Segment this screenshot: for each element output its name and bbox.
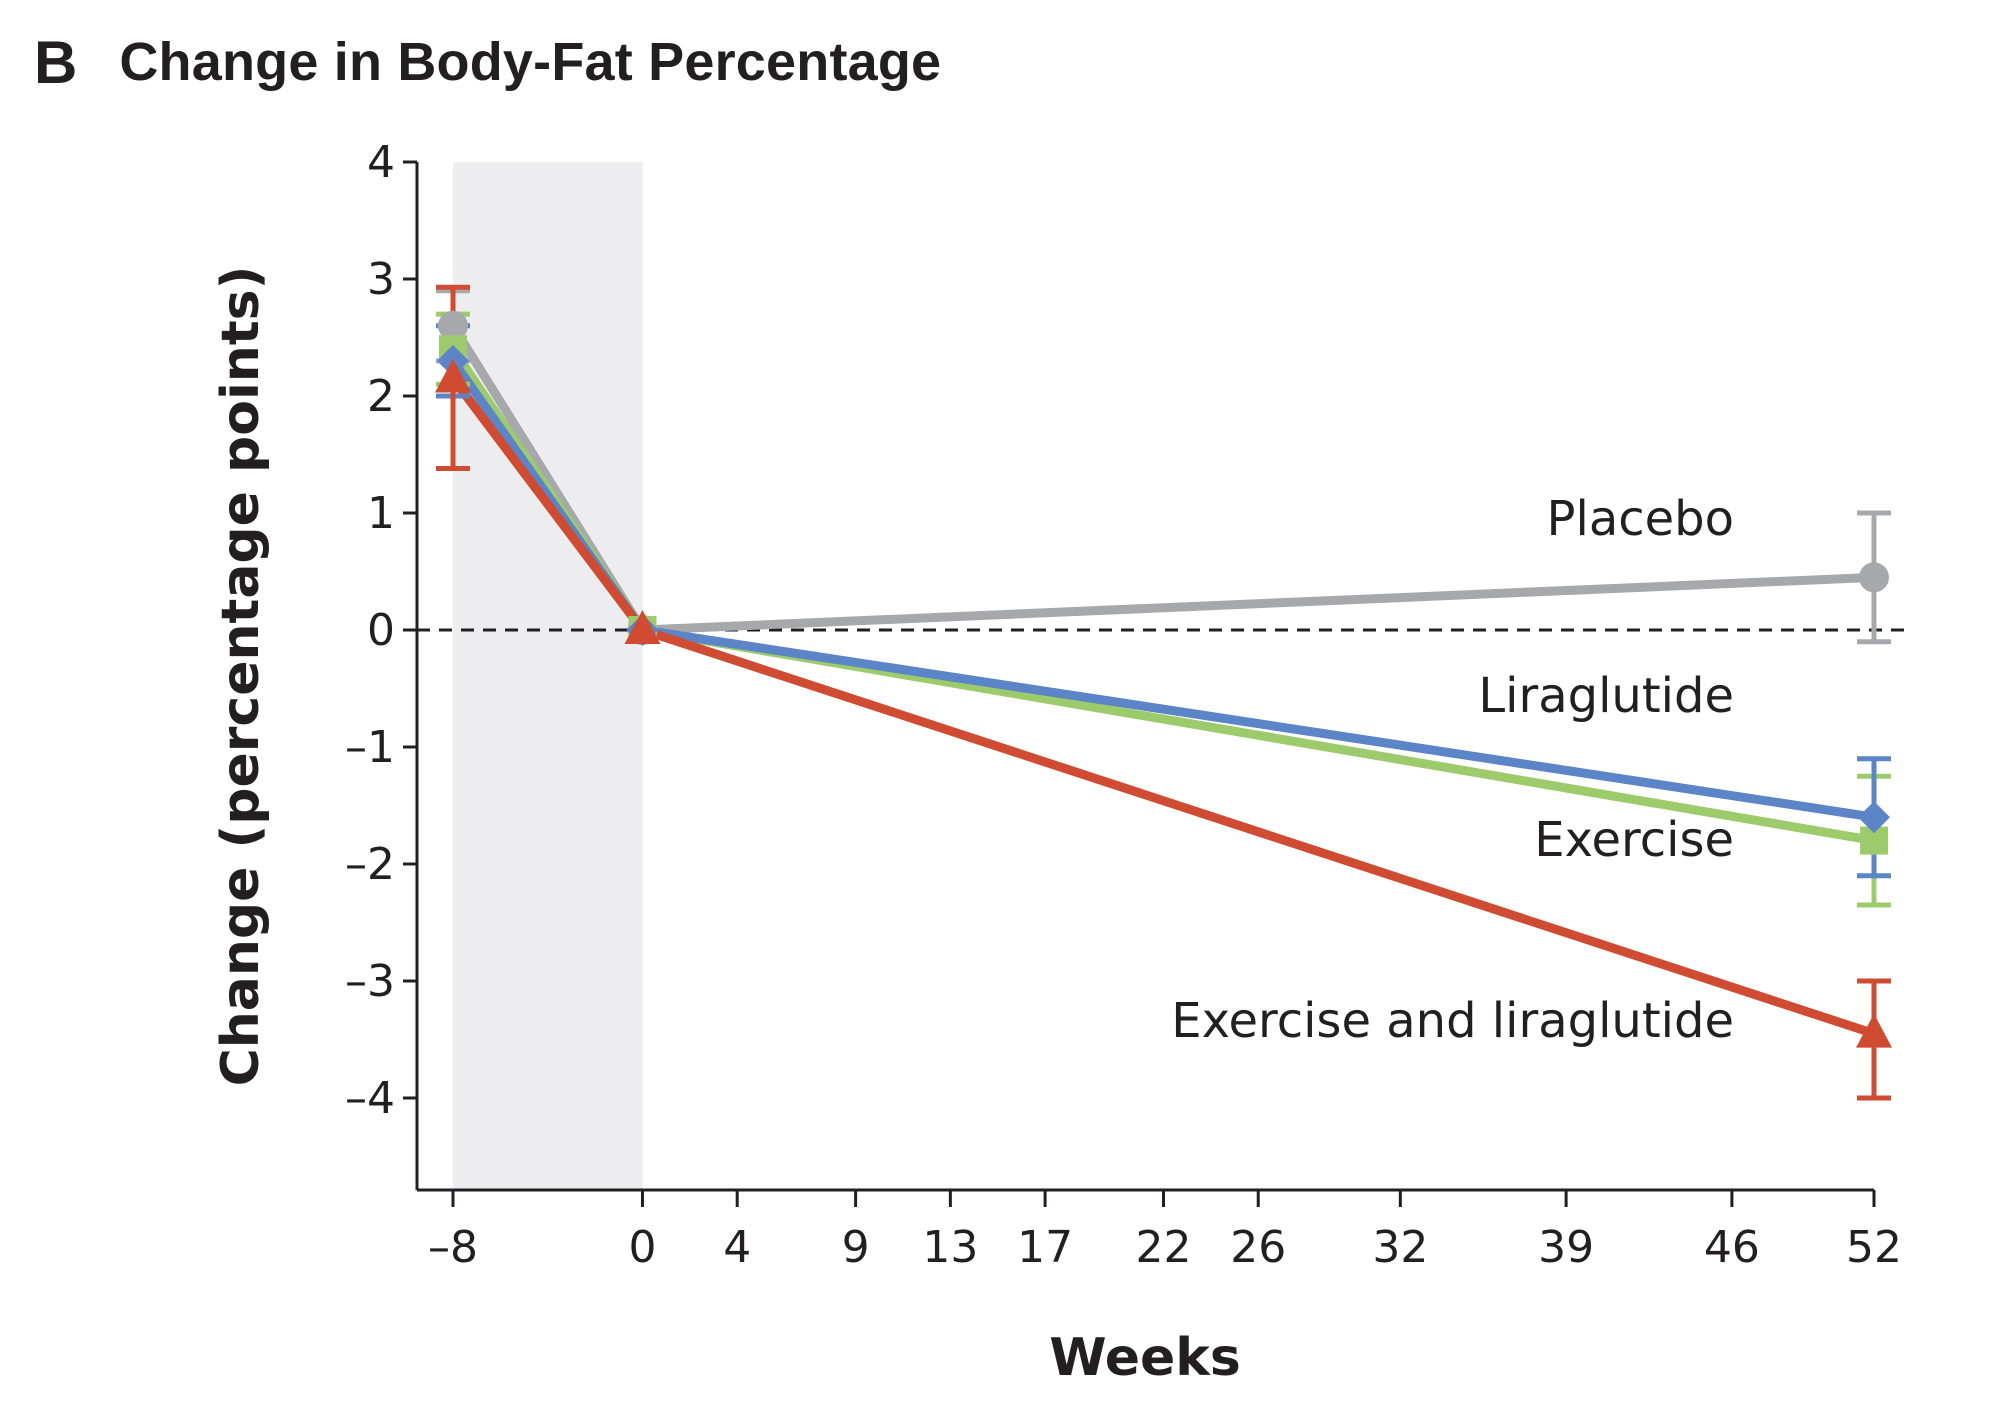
y-tick-label: –2 (345, 839, 395, 890)
series-line (448, 321, 1879, 635)
y-tick-label: 4 (367, 137, 395, 188)
exercise-and-liraglutide-label: Exercise and liraglutide (1171, 993, 1734, 1049)
combination-point (624, 610, 661, 644)
x-tick-label: 13 (922, 1222, 978, 1273)
x-tick-label: 26 (1230, 1222, 1286, 1273)
x-tick-label: 4 (723, 1222, 751, 1273)
y-tick-label: –3 (345, 956, 395, 1007)
y-tick-label: 2 (367, 371, 395, 422)
y-tick-label: 3 (367, 254, 395, 305)
liraglutide-label: Liraglutide (1478, 668, 1734, 724)
y-tick-label: 0 (367, 605, 395, 656)
x-tick-label: 52 (1846, 1222, 1902, 1273)
shaded-run-in-region (453, 162, 643, 1190)
y-axis-title: Change (percentage points) (211, 266, 271, 1087)
x-tick-label: –8 (428, 1222, 478, 1273)
x-tick-label: 9 (842, 1222, 870, 1273)
y-tick-label: 1 (367, 488, 395, 539)
x-tick-label: 0 (628, 1222, 656, 1273)
y-tick-label: –1 (345, 722, 395, 773)
x-tick-label: 46 (1704, 1222, 1760, 1273)
x-tick-label: 17 (1017, 1222, 1073, 1273)
placebo-point (1859, 562, 1889, 593)
series-line (448, 344, 1879, 846)
liraglutide-point (1858, 801, 1890, 834)
panel-letter: B (34, 28, 78, 96)
x-tick-label: 32 (1372, 1222, 1428, 1273)
x-tick-label: 22 (1136, 1222, 1192, 1273)
x-tick-label: 39 (1538, 1222, 1594, 1273)
placebo-label: Placebo (1547, 491, 1734, 547)
combination-point (435, 358, 471, 393)
y-tick-label: –4 (345, 1073, 395, 1124)
combination-point (1856, 1013, 1892, 1048)
placebo-point (438, 310, 468, 341)
panel-header: B Change in Body-Fat Percentage (34, 22, 941, 102)
exercise-label: Exercise (1534, 812, 1734, 868)
x-axis-title: Weeks (1049, 1328, 1241, 1388)
chart-title: Change in Body-Fat Percentage (119, 32, 942, 92)
